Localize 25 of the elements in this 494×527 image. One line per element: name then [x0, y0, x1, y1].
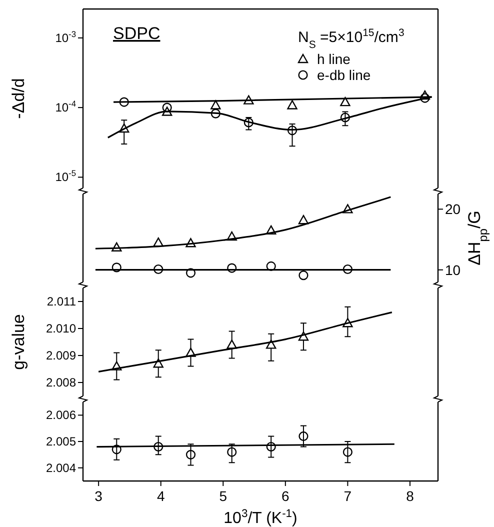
y-tick-label: 2.009	[46, 348, 76, 362]
y2-tick-label: 20	[445, 201, 461, 218]
y-tick-label: 2.005	[46, 434, 76, 448]
y-tick-label: 2.011	[46, 294, 76, 308]
legend-label: h line	[317, 51, 351, 67]
annotation: SDPC	[113, 24, 160, 43]
y-tick-label: 2.004	[46, 460, 76, 475]
x-tick-label: 4	[156, 488, 165, 504]
y-axis-title: g-value	[9, 314, 28, 370]
y-tick-label: 2.006	[46, 408, 76, 422]
x-tick-label: 8	[406, 488, 414, 504]
legend-label: e-db line	[317, 67, 371, 83]
y-axis-title: -Δd/d	[9, 78, 28, 119]
annotation: N$_{S}$ =5×10$^{15}$/cm$^{3}$	[298, 27, 404, 51]
x-axis-title: 10$^{3}$/T (K$^{-1}$)	[224, 508, 298, 527]
y-tick-label: 2.010	[46, 322, 76, 336]
y-tick-label: 10$^{-4}$	[55, 98, 76, 115]
y2-tick-label: 10	[445, 262, 461, 278]
y-tick-label: 10$^{-5}$	[55, 168, 76, 184]
x-tick-label: 6	[282, 488, 290, 504]
y-tick-label: 2.008	[46, 376, 76, 390]
x-tick-label: 7	[344, 488, 352, 504]
y-tick-label: 10$^{-3}$	[55, 28, 76, 45]
x-tick-label: 5	[219, 488, 228, 504]
x-tick-label: 3	[94, 488, 103, 504]
